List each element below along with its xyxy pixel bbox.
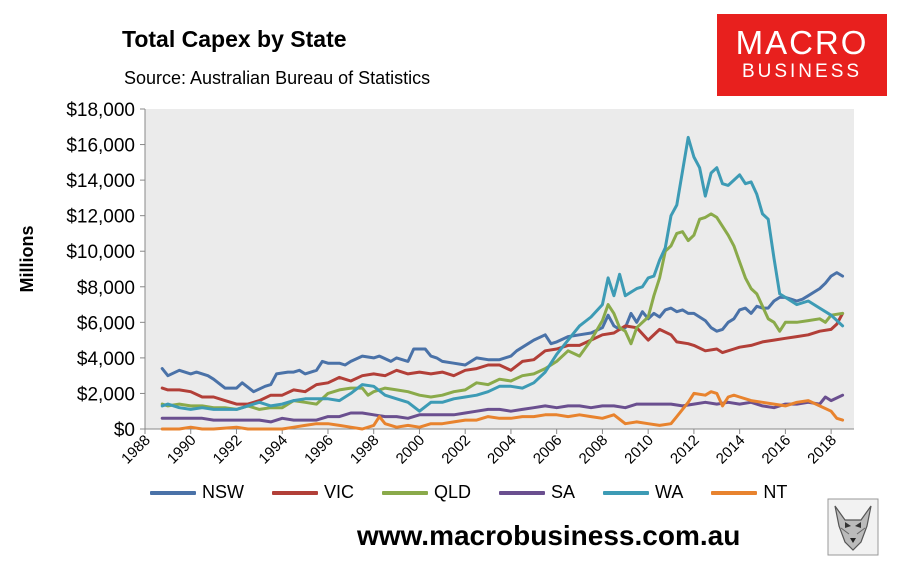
footer-url: www.macrobusiness.com.au [357,520,741,551]
fox-mascot-icon [827,498,879,556]
series-line-wa [160,135,845,413]
x-tick-label: 1990 [164,432,200,468]
legend-swatch [711,490,758,495]
y-tick-label: $4,000 [77,349,135,370]
legend-label: NT [763,482,788,502]
legend-item-wa: WA [603,482,683,503]
x-tick-label: 2016 [759,432,795,468]
y-tick-label: $10,000 [66,242,135,263]
x-tick-label: 1998 [347,432,383,468]
y-tick-label: $12,000 [66,207,135,228]
legend-swatch [382,490,429,495]
y-axis-title: Millions [17,226,37,293]
legend-item-qld: QLD [382,482,471,503]
y-tick-label: $18,000 [66,100,135,121]
series-line-vic [160,311,845,406]
legend-item-nsw: NSW [150,482,244,503]
x-tick-label: 2004 [484,432,520,468]
chart-source: Source: Australian Bureau of Statistics [124,68,431,88]
chart-legend: NSW VIC QLD SA WA NT [150,482,815,503]
plot-area [145,109,854,429]
legend-label: VIC [324,482,355,502]
legend-label: WA [655,482,684,502]
legend-swatch [272,490,318,495]
y-tick-label: $16,000 [66,136,135,157]
x-tick-label: 1994 [255,432,291,468]
chart-title: Total Capex by State [122,26,347,52]
x-tick-label: 2008 [576,432,612,468]
y-tick-label: $0 [114,420,135,441]
x-tick-label: 1996 [301,432,337,468]
legend-item-sa: SA [499,482,575,503]
series-line-sa [160,393,845,424]
y-tick-label: $14,000 [66,171,135,192]
legend-item-vic: VIC [272,482,354,503]
legend-swatch [603,490,650,495]
x-tick-label: 2010 [621,432,657,468]
macrobusiness-logo: MACRO BUSINESS [717,14,887,96]
legend-swatch [150,490,196,495]
y-tick-label: $2,000 [77,384,135,405]
logo-line-2: BUSINESS [741,61,863,82]
series-line-qld [160,212,845,411]
series-line-nt [160,390,845,431]
x-tick-label: 1992 [210,432,246,468]
legend-item-nt: NT [711,482,787,503]
y-tick-label: $8,000 [77,278,135,299]
series-line-nsw [160,271,845,394]
y-tick-label: $6,000 [77,313,135,334]
x-tick-label: 2012 [667,432,703,468]
x-tick-label: 2000 [393,432,429,468]
x-tick-label: 2014 [713,432,749,468]
x-tick-label: 2002 [438,432,474,468]
logo-line-1: MACRO [735,24,869,61]
legend-label: SA [551,482,576,502]
x-tick-label: 2006 [530,432,566,468]
legend-label: QLD [434,482,472,502]
legend-label: NSW [202,482,244,502]
x-tick-label: 2018 [804,432,840,468]
legend-swatch [499,490,546,495]
